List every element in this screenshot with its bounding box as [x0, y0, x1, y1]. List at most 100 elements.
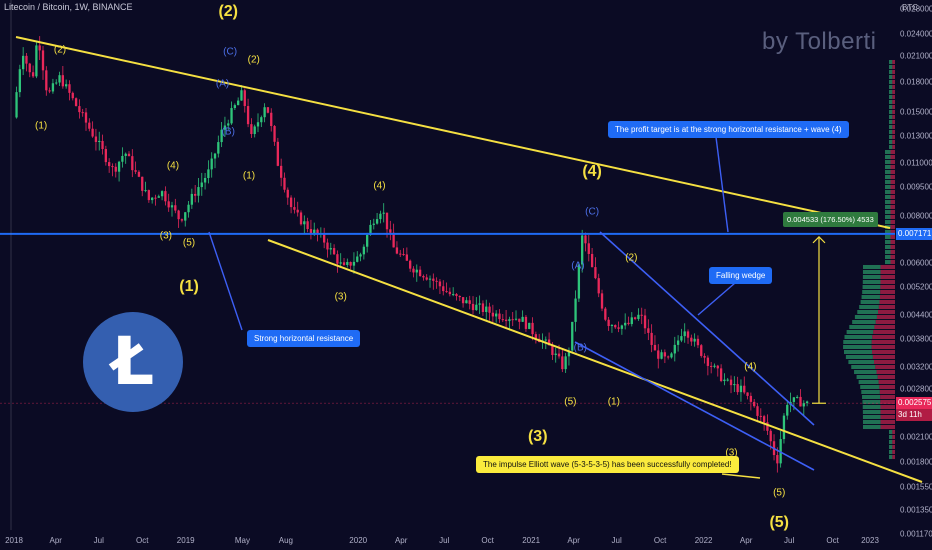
volume-profile-bar — [885, 260, 891, 264]
candle-body — [461, 297, 465, 304]
candle-body — [81, 112, 84, 114]
candle-body — [706, 357, 710, 366]
volume-profile-bar — [874, 360, 895, 364]
volume-profile-bar — [880, 285, 895, 289]
candle-body — [35, 45, 38, 77]
candle-body — [581, 235, 584, 265]
volume-profile-bar — [862, 285, 881, 289]
volume-profile-bar — [889, 135, 893, 139]
profit-measure-arrow — [812, 236, 826, 244]
volume-profile-bar — [879, 300, 895, 304]
volume-profile-bar — [854, 370, 877, 374]
volume-profile-bar — [892, 440, 895, 444]
volume-profile-bar — [885, 185, 891, 189]
candle-body — [230, 108, 233, 124]
volume-profile-bar — [889, 105, 893, 109]
x-tick-label: 2022 — [694, 536, 713, 545]
candle-body — [498, 313, 501, 320]
candle-body — [799, 396, 802, 407]
candle-body — [657, 350, 660, 359]
candle-body — [256, 122, 260, 127]
litecoin-logo-icon: Ł — [83, 312, 183, 412]
x-tick-label: Apr — [49, 536, 62, 545]
candle-body — [250, 124, 253, 135]
volume-profile-bar — [885, 155, 891, 159]
candle-body — [683, 331, 686, 337]
candle-body — [673, 344, 676, 354]
volume-profile-bar — [890, 255, 895, 259]
x-tick-label: Aug — [278, 536, 293, 545]
candle-body — [177, 210, 180, 220]
volume-profile-bar — [892, 70, 895, 74]
volume-profile-bar — [880, 290, 895, 294]
wave-label: (1) — [607, 396, 620, 408]
volume-profile-bar — [892, 455, 895, 459]
candle-body — [71, 92, 74, 99]
volume-profile-bar — [880, 420, 895, 424]
candle-body — [151, 197, 154, 201]
candle-body — [352, 261, 356, 266]
candle-body — [41, 50, 45, 71]
candle-body — [227, 123, 230, 126]
volume-profile-bar — [862, 275, 881, 279]
candle-body — [524, 316, 528, 329]
volume-profile-bar — [892, 445, 895, 449]
candle-body — [796, 396, 799, 398]
volume-profile-bar — [890, 160, 895, 164]
volume-profile-bar — [892, 105, 895, 109]
volume-profile-bar — [889, 130, 893, 134]
candle-body — [435, 280, 438, 282]
candle-body — [488, 306, 491, 313]
candle-body — [600, 293, 604, 309]
candle-body — [478, 303, 481, 305]
volume-profile-bar — [880, 405, 895, 409]
candle-body — [55, 82, 58, 84]
volume-profile-bar — [885, 220, 891, 224]
candle-body — [309, 229, 313, 234]
candle-body — [25, 55, 28, 64]
candle-body — [213, 153, 217, 159]
volume-profile-bar — [889, 145, 893, 149]
candle-body — [686, 331, 690, 338]
candle-body — [614, 325, 617, 328]
x-tick-label: Oct — [653, 536, 667, 545]
candle-body — [184, 212, 187, 221]
volume-profile-bar — [889, 90, 893, 94]
volume-profile-bar — [889, 60, 893, 64]
y-tick-label: 0.006000 — [900, 258, 932, 268]
volume-profile-bar — [892, 120, 895, 124]
volume-profile-bar — [892, 65, 895, 69]
candle-body — [756, 406, 759, 416]
candle-body — [200, 182, 203, 188]
volume-profile-bar — [889, 110, 893, 114]
volume-profile-bar — [890, 220, 895, 224]
wave-label: (A) — [215, 78, 230, 90]
volume-profile-bar — [860, 300, 880, 304]
candle-body — [359, 254, 362, 257]
volume-profile-bar — [890, 215, 895, 219]
candle-body — [270, 112, 273, 127]
note-profit-target: The profit target is at the strong horiz… — [608, 121, 849, 138]
candle-body — [339, 262, 342, 264]
candle-body — [438, 281, 442, 287]
candle-body — [154, 197, 157, 199]
candle-body — [713, 365, 716, 367]
x-tick-label: 2020 — [349, 536, 368, 545]
candle-body — [792, 397, 796, 402]
candle-body — [620, 325, 624, 329]
candle-body — [521, 316, 524, 322]
wave-label: (2) — [53, 44, 67, 56]
candle-body — [590, 253, 594, 268]
wave-label: (C) — [585, 206, 600, 218]
volume-profile-bar — [890, 235, 895, 239]
volume-profile-bar — [862, 395, 881, 399]
volume-profile-bar — [885, 240, 891, 244]
volume-profile-bar — [892, 85, 895, 89]
volume-profile-bar — [889, 140, 893, 144]
candle-body — [805, 401, 809, 404]
candle-body — [762, 416, 766, 423]
volume-profile-bar — [885, 205, 891, 209]
candle-body — [323, 233, 326, 243]
